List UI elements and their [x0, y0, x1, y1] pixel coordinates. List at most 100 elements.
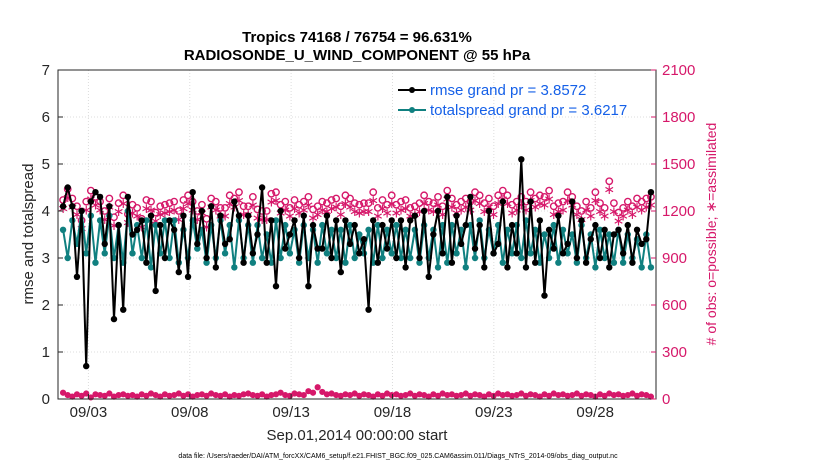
totalspread-point: [541, 231, 548, 238]
rmse-point: [314, 245, 321, 252]
obs-assimilated-point: ∗: [344, 199, 356, 215]
rmse-point: [96, 193, 104, 201]
rmse-point: [453, 212, 460, 219]
obs-assimilated-point: ∗: [247, 198, 259, 214]
obs-possible-point: [165, 199, 174, 208]
obs-possible-point: [480, 199, 489, 208]
rmse-point: [370, 217, 377, 224]
obs-assimilated-point: ∗: [571, 207, 583, 223]
obs-assimilated-point: ∗: [428, 204, 440, 220]
rmse-point: [101, 240, 108, 248]
totalspread-point: [508, 250, 516, 257]
obs-assimilated-point: ∗: [502, 196, 514, 212]
totalspread-point: [249, 259, 257, 266]
x-tick-label: 09/03: [70, 404, 108, 421]
rmse-point: [194, 240, 201, 248]
obs-possible-point: [494, 191, 503, 200]
obs-possible-point: [420, 191, 429, 200]
y-tick-label-right: 1800: [662, 109, 695, 126]
rmse-point: [647, 189, 655, 196]
totalspread-point: [64, 254, 71, 262]
totalspread-point: [462, 264, 469, 271]
obs-assimilated-point: ∗: [474, 196, 486, 212]
y-tick-label: 1: [42, 344, 50, 361]
rmse-point: [356, 250, 363, 257]
obs-possible-point: [434, 192, 442, 201]
obs-assimilated-point: ∗: [645, 198, 657, 214]
obs-possible-point: [485, 194, 493, 203]
y-tick-label: 5: [42, 156, 50, 173]
obs-assimilated-point: ∗: [80, 202, 92, 218]
obs-possible-point: [489, 202, 498, 211]
obs-possible-point: [105, 194, 114, 203]
obs-assimilated-point: ∗: [289, 201, 301, 217]
y-tick-label: 3: [42, 250, 50, 267]
obs-near-zero-point: [379, 392, 386, 399]
obs-near-zero-point: [462, 390, 469, 397]
totalspread-point: [166, 254, 173, 262]
totalspread-point: [129, 250, 136, 257]
rmse-point: [481, 264, 488, 271]
rmse-point: [175, 268, 182, 276]
obs-near-zero-point: [573, 390, 580, 397]
totalspread-point: [314, 259, 321, 266]
totalspread-point: [592, 264, 599, 271]
rmse-point: [545, 226, 553, 233]
obs-assimilated-point: ∗: [627, 207, 639, 223]
obs-possible-point: [161, 200, 169, 209]
obs-assimilated-point: ∗: [557, 202, 569, 218]
rmse-point: [245, 212, 252, 219]
totalspread-point: [388, 250, 395, 257]
obs-possible-point: [299, 197, 308, 206]
obs-assimilated-point: ∗: [437, 207, 449, 223]
totalspread-point: [476, 217, 483, 224]
rmse-point: [235, 212, 243, 219]
obs-possible-point: [170, 197, 179, 206]
totalspread-point: [619, 259, 627, 266]
totalspread-point: [638, 264, 645, 271]
obs-near-zero-point: [351, 390, 358, 397]
rmse-point: [268, 217, 275, 224]
rmse-point: [513, 250, 520, 257]
rmse-point: [332, 217, 340, 224]
rmse-point: [629, 259, 636, 266]
obs-possible-point: [540, 192, 549, 201]
totalspread-point: [258, 254, 266, 262]
rmse-point: [397, 217, 405, 224]
obs-possible-point: [628, 202, 637, 211]
obs-possible-point: [174, 207, 183, 215]
rmse-point: [258, 184, 266, 191]
obs-possible-point: [577, 207, 586, 215]
obs-assimilated-point: ∗: [372, 209, 384, 225]
obs-possible-point: [498, 186, 507, 195]
obs-assimilated-point: ∗: [321, 204, 333, 220]
obs-possible-point: [526, 188, 535, 197]
obs-possible-point: [535, 191, 544, 200]
rmse-point: [476, 221, 483, 229]
rmse-point: [59, 203, 67, 210]
rmse-point: [633, 226, 641, 233]
legend: rmse grand pr = 3.8572 totalspread grand…: [398, 82, 627, 119]
rmse-point: [78, 207, 85, 215]
rmse-point: [420, 207, 428, 215]
obs-assimilated-point: ∗: [608, 204, 620, 220]
obs-possible-point: [355, 200, 364, 209]
rmse-point: [263, 259, 270, 266]
obs-possible-point: [239, 202, 248, 211]
y-tick-label-right: 300: [662, 344, 687, 361]
plot-frame: [57, 69, 657, 400]
rmse-point: [124, 193, 132, 201]
rmse-point: [573, 254, 581, 262]
obs-possible-point: [591, 188, 600, 197]
y-tick-label: 2: [42, 297, 50, 314]
obs-assimilated-point: ∗: [284, 209, 296, 225]
rmse-point: [587, 236, 594, 243]
rmse-point: [198, 207, 206, 215]
rmse-point: [448, 259, 456, 266]
totalspread-point: [527, 250, 534, 257]
rmse-point: [365, 306, 372, 313]
totalspread-point: [143, 217, 150, 224]
rmse-point: [217, 212, 224, 219]
rmse-point: [619, 250, 627, 257]
